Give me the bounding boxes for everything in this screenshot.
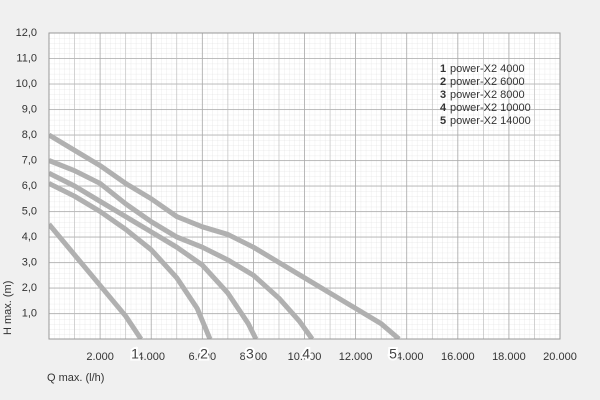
y-tick-label: 9,0 bbox=[22, 103, 37, 115]
legend-label: power-X2 14000 bbox=[450, 115, 531, 127]
legend-label: power-X2 4000 bbox=[450, 63, 525, 75]
y-tick-label: 12,0 bbox=[16, 27, 37, 39]
x-tick-label: 16.000 bbox=[441, 351, 475, 363]
legend-number: 4 bbox=[440, 102, 447, 114]
x-tick-label: 12.000 bbox=[339, 351, 373, 363]
curve-label: 1 bbox=[131, 346, 139, 362]
x-tick-label: 2.000 bbox=[86, 351, 114, 363]
x-axis-label: Q max. (l/h) bbox=[47, 372, 104, 384]
y-tick-label: 4,0 bbox=[22, 231, 37, 243]
y-tick-label: 2,0 bbox=[22, 282, 37, 294]
y-tick-label: 10,0 bbox=[16, 78, 37, 90]
legend-label: power-X2 6000 bbox=[450, 76, 525, 88]
x-tick-label: 10.000 bbox=[288, 351, 322, 363]
plot-frame bbox=[48, 32, 561, 340]
x-tick-label: 20.000 bbox=[543, 351, 577, 363]
x-tick-label: 8.000 bbox=[240, 351, 268, 363]
x-tick-label: 14.000 bbox=[390, 351, 424, 363]
x-tick-label: 4.000 bbox=[137, 351, 165, 363]
curve-label: 5 bbox=[389, 346, 397, 362]
legend-label: power-X2 8000 bbox=[450, 89, 525, 101]
y-tick-label: 8,0 bbox=[22, 129, 37, 141]
y-tick-label: 7,0 bbox=[22, 154, 37, 166]
y-tick-label: 1,0 bbox=[22, 307, 37, 319]
curve bbox=[49, 222, 144, 339]
curve bbox=[49, 181, 213, 339]
curve bbox=[49, 171, 259, 339]
curve bbox=[49, 132, 401, 339]
y-tick-label: 5,0 bbox=[22, 205, 37, 217]
legend-number: 3 bbox=[440, 89, 446, 101]
x-tick-label: 18.000 bbox=[492, 351, 526, 363]
y-tick-label: 11,0 bbox=[16, 52, 37, 64]
curve-label: 4 bbox=[302, 346, 310, 362]
legend-number: 5 bbox=[440, 115, 446, 127]
y-tick-label: 3,0 bbox=[22, 256, 37, 268]
legend-number: 1 bbox=[440, 63, 446, 75]
curve-label: 2 bbox=[200, 346, 208, 362]
legend-label: power-X2 10000 bbox=[450, 102, 531, 114]
x-tick-label: 6.000 bbox=[189, 351, 217, 363]
curve bbox=[49, 158, 315, 339]
legend-number: 2 bbox=[440, 76, 446, 88]
y-tick-label: 6,0 bbox=[22, 180, 37, 192]
curve-label: 3 bbox=[246, 346, 254, 362]
y-axis-label: H max. (m) bbox=[2, 281, 14, 335]
